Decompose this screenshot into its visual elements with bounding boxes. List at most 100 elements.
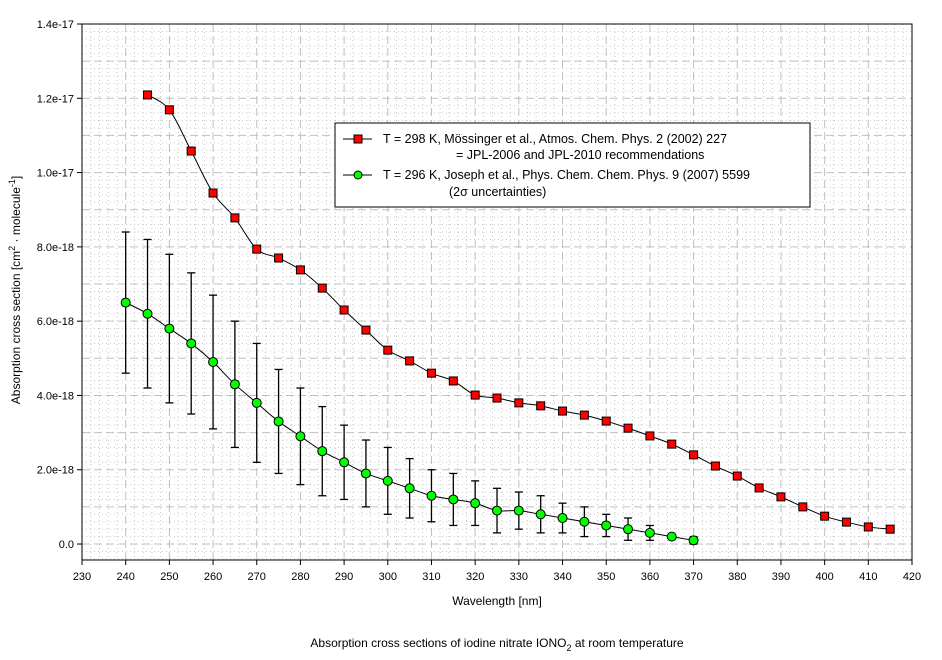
data-point-square — [252, 244, 262, 254]
data-point-circle — [404, 483, 415, 494]
data-point-circle — [448, 494, 459, 505]
data-point-circle — [142, 308, 153, 319]
axis-ticks: 230 240 250 260 270 280 290 300 310 320 330 340 350 3… — [37, 19, 921, 583]
plot-frame — [81, 23, 913, 561]
y-axis-label-sup2: -1 — [7, 179, 17, 187]
chart-title-tail: at room temperature — [572, 636, 684, 650]
data-point-circle — [120, 297, 131, 308]
x-axis-label: Wavelength [nm] — [452, 594, 542, 608]
data-point-square — [776, 492, 786, 502]
x-tick-label: 330 — [510, 571, 528, 583]
x-tick-label: 320 — [466, 571, 484, 583]
data-point-square — [820, 511, 830, 521]
y-axis-label-sup: 2 — [7, 246, 17, 251]
x-tick-label: 280 — [291, 571, 309, 583]
x-tick-label: 250 — [160, 571, 178, 583]
data-point-square — [339, 305, 349, 315]
data-point-circle — [229, 379, 240, 390]
data-point-square — [186, 146, 196, 156]
data-point-square — [863, 522, 873, 532]
y-axis-label-mid: · molecule — [9, 187, 23, 246]
data-point-square — [405, 356, 415, 366]
data-point-square — [841, 517, 851, 527]
legend-label-series-2-line2: (2σ uncertainties) — [449, 185, 546, 199]
x-tick-label: 350 — [597, 571, 615, 583]
data-point-circle — [535, 509, 546, 520]
chart-title: Absorption cross sections of iodine nitr… — [310, 636, 684, 653]
data-point-circle — [623, 524, 634, 535]
data-point-square — [536, 401, 546, 411]
y-axis-label-end: ] — [9, 176, 23, 179]
legend-box — [334, 122, 811, 208]
chart-title-main: Absorption cross sections of iodine nitr… — [310, 636, 566, 650]
data-point-square — [492, 393, 502, 403]
series-layer — [120, 90, 895, 546]
data-point-square — [143, 90, 153, 100]
x-tick-label: 370 — [684, 571, 702, 583]
data-point-circle — [317, 446, 328, 457]
data-point-circle — [492, 505, 502, 516]
data-point-square — [885, 524, 895, 534]
data-point-square — [623, 423, 633, 433]
data-point-square — [274, 253, 284, 263]
data-point-square — [383, 345, 393, 355]
legend-marker-square — [353, 134, 363, 144]
series-1 — [143, 90, 895, 534]
data-point-circle — [666, 531, 677, 542]
x-tick-label: 400 — [815, 571, 833, 583]
chart-title-sub: 2 — [567, 643, 572, 653]
data-point-square — [514, 398, 524, 408]
y-tick-label: 4.0e-18 — [37, 390, 74, 402]
data-point-square — [164, 105, 174, 115]
data-point-square — [601, 416, 611, 426]
data-point-square — [579, 410, 589, 420]
legend-marker-circle — [353, 170, 363, 180]
legend-label-series-2: T = 296 K, Joseph et al., Phys. Chem. Ch… — [383, 168, 750, 182]
data-point-square — [448, 376, 458, 386]
data-point-circle — [513, 505, 524, 516]
legend-label-series-1-line2: = JPL-2006 and JPL-2010 recommendations — [456, 148, 704, 162]
data-point-circle — [382, 475, 393, 486]
grid — [81, 23, 913, 560]
x-tick-label: 360 — [641, 571, 659, 583]
data-point-square — [645, 431, 655, 441]
x-tick-label: 390 — [772, 571, 790, 583]
data-point-circle — [273, 416, 284, 427]
data-point-square — [667, 439, 677, 449]
y-tick-label: 2.0e-18 — [37, 465, 74, 477]
legend: T = 298 K, Mössinger et al., Atmos. Chem… — [334, 122, 811, 208]
x-tick-label: 290 — [335, 571, 353, 583]
data-point-circle — [470, 498, 481, 509]
y-tick-label: 1.2e-17 — [37, 93, 74, 105]
data-point-square — [230, 213, 240, 223]
data-point-square — [426, 368, 436, 378]
data-point-square — [732, 471, 742, 481]
data-point-square — [798, 502, 808, 512]
data-point-circle — [557, 513, 568, 524]
x-tick-label: 270 — [248, 571, 266, 583]
y-axis-label: Absorption cross section [cm2 · molecule… — [7, 176, 23, 404]
data-point-square — [558, 406, 568, 416]
data-point-circle — [208, 357, 219, 368]
y-tick-label: 6.0e-18 — [37, 316, 74, 328]
data-point-circle — [426, 490, 437, 501]
data-point-square — [689, 450, 699, 460]
x-tick-label: 410 — [859, 571, 877, 583]
x-tick-label: 240 — [117, 571, 135, 583]
data-point-square — [208, 188, 218, 198]
data-point-square — [317, 283, 327, 293]
data-point-circle — [251, 397, 262, 408]
data-point-circle — [688, 535, 699, 546]
x-tick-label: 380 — [728, 571, 746, 583]
series-2 — [120, 231, 699, 546]
data-point-circle — [601, 520, 612, 531]
data-point-square — [470, 390, 480, 400]
data-point-circle — [164, 323, 175, 334]
y-tick-label: 1.4e-17 — [37, 19, 74, 31]
x-tick-label: 260 — [204, 571, 222, 583]
x-tick-label: 420 — [903, 571, 921, 583]
x-tick-label: 300 — [379, 571, 397, 583]
data-point-square — [295, 265, 305, 275]
data-point-circle — [295, 431, 306, 442]
